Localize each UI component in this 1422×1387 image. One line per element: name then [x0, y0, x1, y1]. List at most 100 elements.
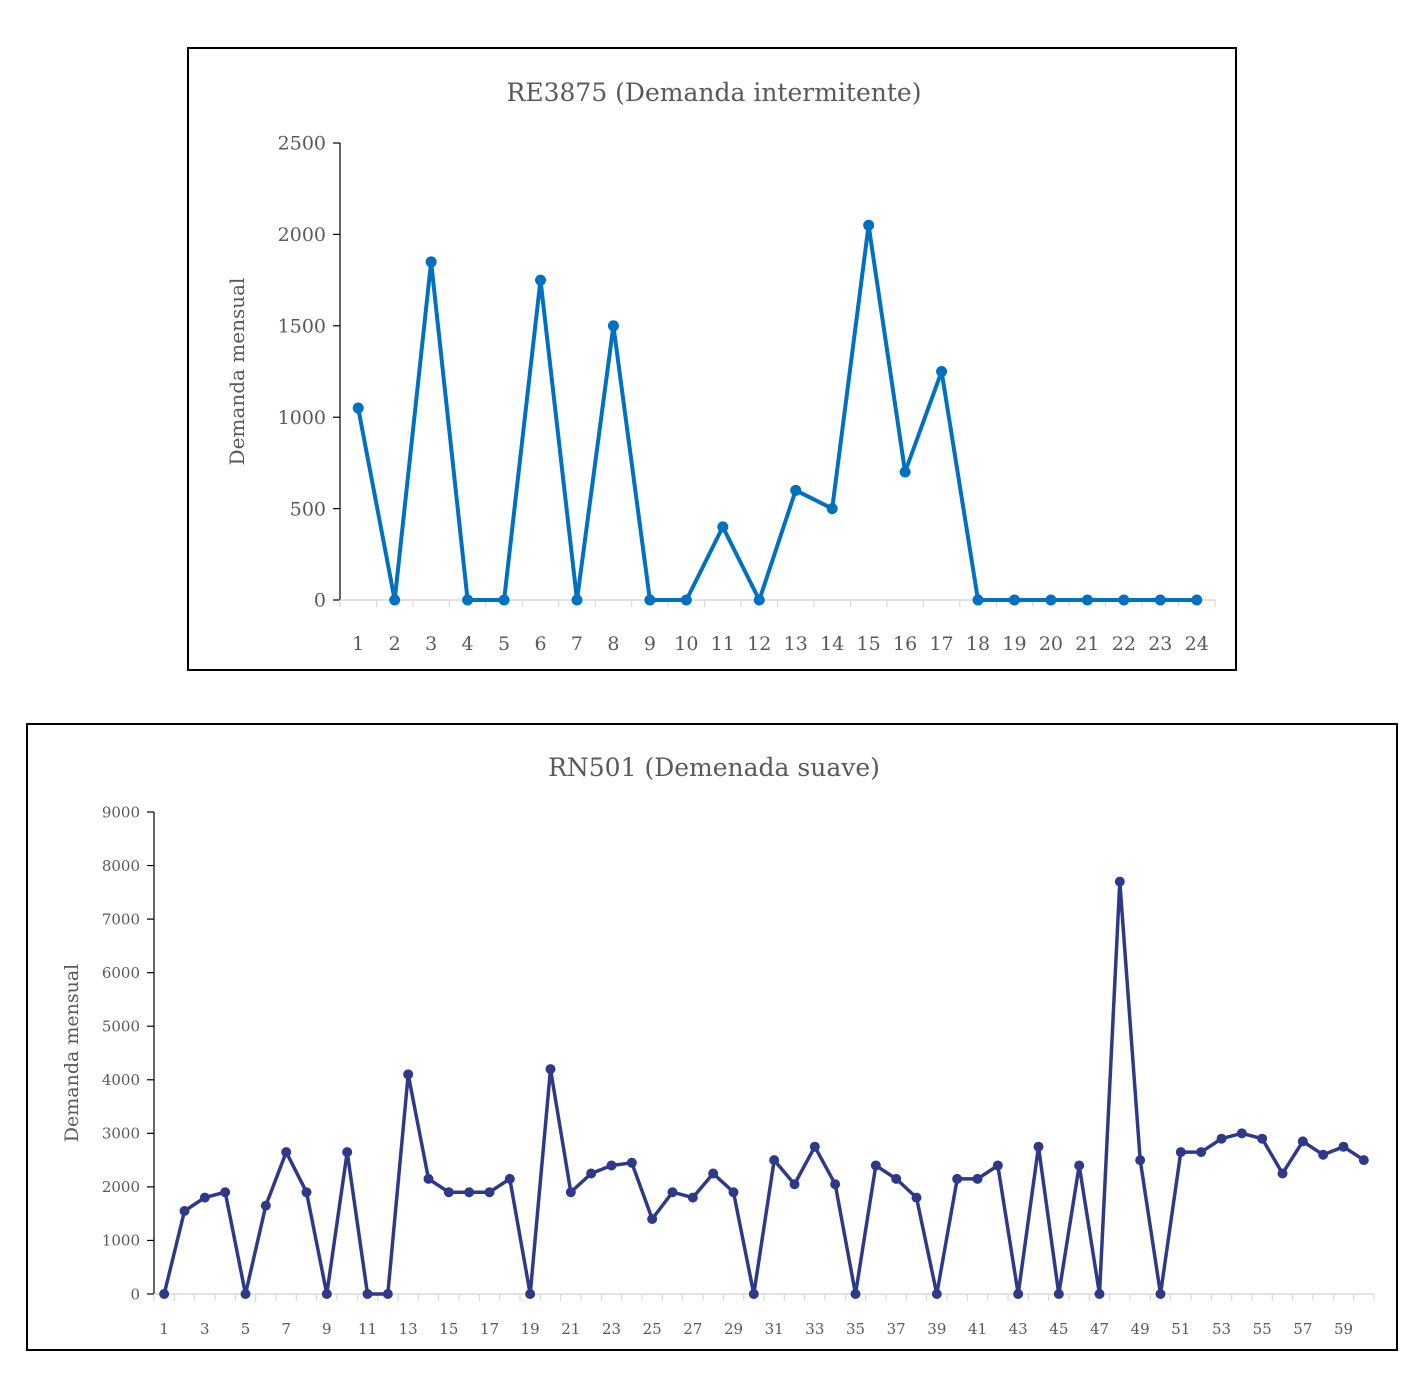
rn501-y-tick-label: 0 — [130, 1285, 140, 1303]
re3875-data-point — [1118, 594, 1130, 606]
rn501-data-point — [1094, 1289, 1105, 1299]
re3875-data-point — [1081, 594, 1093, 606]
rn501-data-point — [342, 1147, 353, 1158]
rn501-data-point — [464, 1187, 475, 1198]
rn501-data-point — [667, 1187, 678, 1198]
rn501-x-tick-label: 31 — [765, 1320, 784, 1338]
rn501-data-point — [1175, 1147, 1186, 1158]
rn501-ylabel: Demanda mensual — [61, 964, 83, 1142]
re3875-data-point — [1191, 594, 1203, 606]
rn501-y-tick-label: 9000 — [102, 803, 140, 821]
re3875-data-point — [936, 366, 948, 377]
rn501-data-point — [891, 1173, 902, 1184]
re3875-x-tick-label: 17 — [929, 633, 953, 655]
re3875-data-point — [972, 594, 984, 606]
re3875-data-point — [462, 594, 474, 606]
chart-re3875-svg: RE3875 (Demanda intermitente) Demanda men… — [225, 78, 1216, 655]
re3875-x-tick-label: 18 — [966, 633, 990, 655]
re3875-x-tick-label: 23 — [1148, 633, 1172, 655]
re3875-y-tick-label: 1000 — [278, 407, 326, 429]
re3875-y-tick-label: 500 — [290, 498, 326, 520]
rn501-x-tick-label: 55 — [1253, 1320, 1272, 1338]
rn501-x-tick-label: 23 — [602, 1320, 621, 1338]
rn501-data-point — [1053, 1289, 1064, 1299]
re3875-data-point — [680, 594, 692, 606]
rn501-data-point — [423, 1173, 434, 1184]
re3875-ylabel: Demanda mensual — [225, 278, 249, 466]
re3875-x-tick-label: 15 — [857, 633, 881, 655]
rn501-data-point — [1236, 1128, 1247, 1139]
rn501-data-point — [911, 1192, 922, 1203]
rn501-x-tick-label: 1 — [159, 1320, 169, 1338]
rn501-data-point — [179, 1205, 190, 1216]
rn501-data-point — [789, 1179, 800, 1190]
re3875-x-tick-label: 20 — [1039, 633, 1063, 655]
re3875-x-tick-label: 22 — [1112, 633, 1136, 655]
rn501-x-tick-label: 15 — [439, 1320, 458, 1338]
rn501-x-tick-label: 57 — [1293, 1320, 1312, 1338]
re3875-x-tick-label: 11 — [711, 633, 735, 655]
chart-rn501-svg: RN501 (Demenada suave) Demanda mensual 0 10… — [61, 753, 1375, 1338]
rn501-data-point — [321, 1289, 332, 1299]
re3875-x-tick-label: 24 — [1185, 633, 1209, 655]
rn501-x-tick-label: 51 — [1171, 1320, 1190, 1338]
rn501-series-line — [162, 879, 1365, 1296]
re3875-x-tick-label: 5 — [498, 633, 510, 655]
re3875-x-tick-label: 4 — [462, 633, 474, 655]
rn501-data-point — [830, 1179, 841, 1190]
rn501-data-point — [1114, 876, 1125, 887]
rn501-x-tick-label: 13 — [399, 1320, 418, 1338]
rn501-data-point — [769, 1155, 780, 1166]
rn501-data-point — [1318, 1149, 1329, 1160]
rn501-data-point — [199, 1192, 210, 1203]
rn501-data-point — [1196, 1147, 1207, 1158]
re3875-title: RE3875 (Demanda intermitente) — [507, 78, 922, 107]
re3875-x-tick-label: 21 — [1075, 633, 1099, 655]
re3875-y-tick-label: 1500 — [278, 315, 326, 337]
rn501-data-point — [443, 1187, 454, 1198]
rn501-data-point — [525, 1289, 536, 1299]
rn501-y-tick-label: 1000 — [102, 1232, 140, 1250]
rn501-data-point — [1013, 1289, 1024, 1299]
re3875-y-tick-label: 2000 — [278, 224, 326, 246]
re3875-data-point — [753, 594, 765, 606]
re3875-data-point — [352, 402, 364, 414]
re3875-x-tick-label: 3 — [425, 633, 437, 655]
re3875-data-point — [535, 274, 547, 286]
rn501-data-point — [972, 1173, 983, 1184]
re3875-y-tick-label: 2500 — [278, 133, 326, 155]
rn501-x-tick-label: 41 — [968, 1320, 987, 1338]
rn501-data-point — [260, 1200, 271, 1211]
rn501-data-point — [992, 1160, 1003, 1171]
rn501-data-point — [647, 1214, 658, 1225]
re3875-data-point — [1154, 594, 1166, 606]
rn501-x-tick-label: 59 — [1334, 1320, 1353, 1338]
re3875-x-tick-label: 12 — [747, 633, 771, 655]
re3875-x-tick-label: 9 — [644, 633, 656, 655]
rn501-data-point — [850, 1289, 861, 1299]
rn501-data-point — [708, 1168, 719, 1179]
re3875-data-point — [498, 594, 510, 606]
re3875-data-point — [571, 594, 583, 606]
re3875-x-tick-label: 16 — [893, 633, 917, 655]
rn501-y-tick-label: 4000 — [102, 1071, 140, 1089]
rn501-data-point — [159, 1289, 170, 1299]
rn501-y-tick-label: 2000 — [102, 1178, 140, 1196]
rn501-data-point — [220, 1187, 231, 1198]
rn501-data-point — [870, 1160, 881, 1171]
re3875-data-point — [826, 503, 838, 515]
rn501-data-point — [382, 1289, 393, 1299]
rn501-data-point — [626, 1157, 637, 1168]
rn501-x-tick-label: 19 — [521, 1320, 540, 1338]
rn501-x-tick-label: 37 — [887, 1320, 906, 1338]
re3875-x-tick-label: 14 — [820, 633, 844, 655]
rn501-x-tick-label: 17 — [480, 1320, 499, 1338]
re3875-data-point — [1008, 594, 1020, 606]
rn501-data-point — [1216, 1133, 1227, 1144]
re3875-data-point — [899, 466, 911, 478]
re3875-x-tick-label: 2 — [389, 633, 401, 655]
rn501-x-tick-label: 43 — [1009, 1320, 1028, 1338]
rn501-x-tick-label: 21 — [561, 1320, 580, 1338]
rn501-data-point — [1358, 1155, 1369, 1166]
rn501-data-point — [240, 1289, 251, 1299]
